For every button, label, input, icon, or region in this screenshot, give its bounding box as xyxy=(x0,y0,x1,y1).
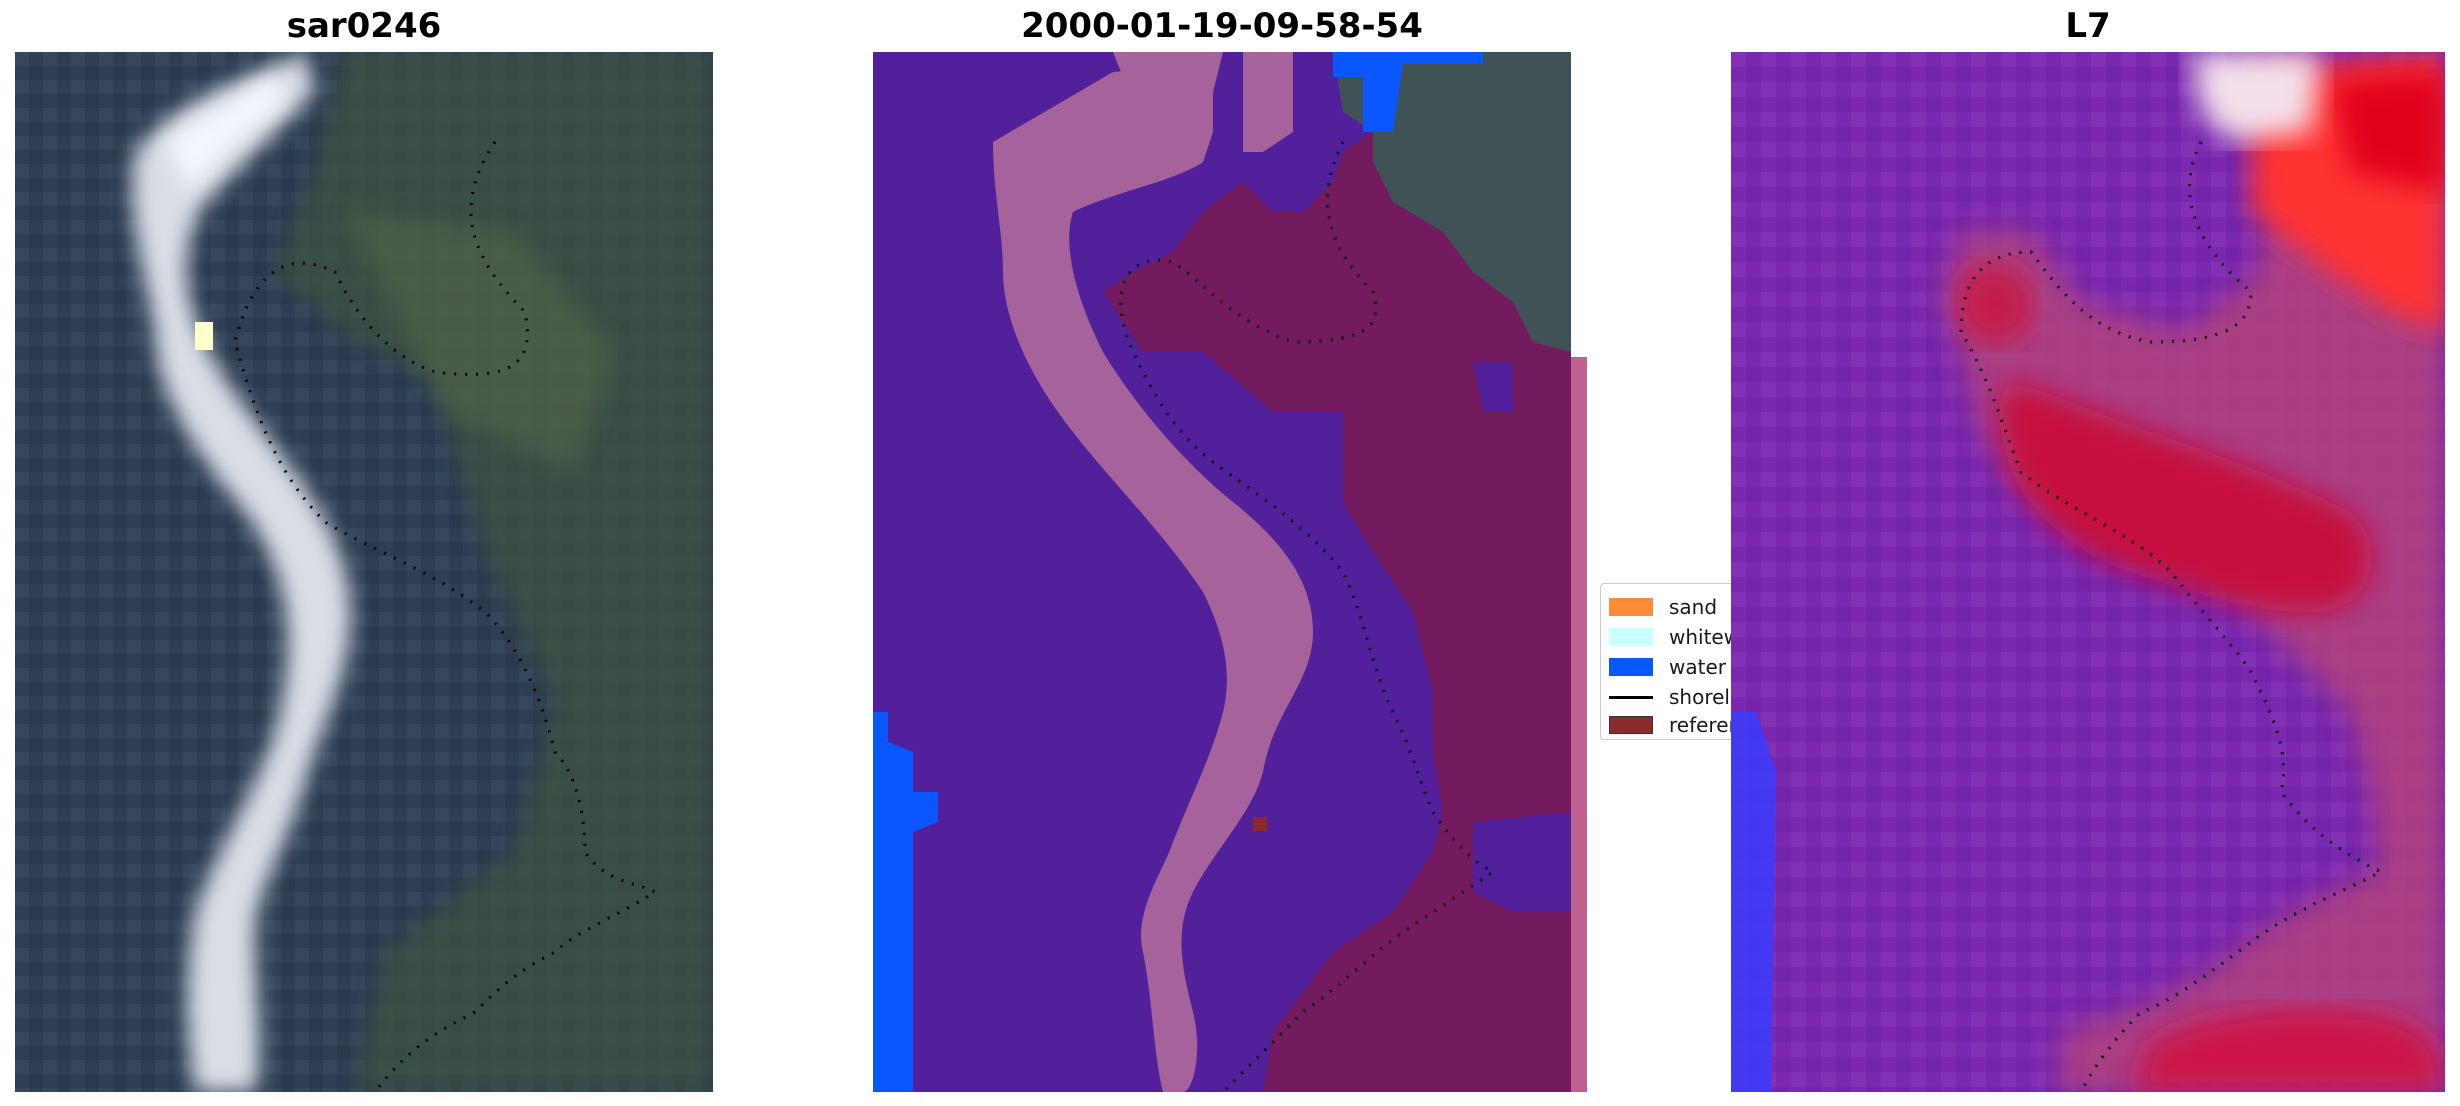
legend-label: referen xyxy=(1669,713,1742,737)
legend-swatch-sand xyxy=(1609,598,1653,616)
legend-label: sand xyxy=(1669,595,1718,619)
panel-title-l7: L7 xyxy=(2065,6,2111,46)
panel-title-classification: 2000-01-19-09-58-54 xyxy=(1021,6,1423,46)
rgb-satellite-image xyxy=(15,52,713,1092)
l7-index-panel xyxy=(1731,52,2445,1092)
legend-item-sand: sand xyxy=(1609,592,1717,622)
panel-title-rgb: sar0246 xyxy=(286,6,442,46)
rgb-image-panel xyxy=(15,52,713,1092)
shoreline-trace xyxy=(233,141,658,1092)
legend-label: water xyxy=(1669,655,1726,679)
classification-panel xyxy=(873,52,1587,1092)
legend-line-shoreline xyxy=(1609,695,1653,699)
shoreline-trace xyxy=(1959,141,2385,1092)
legend-item-whitewater: whitew xyxy=(1609,622,1740,652)
classification-map xyxy=(873,52,1587,1092)
l7-index-map xyxy=(1731,52,2445,1092)
legend-item-reference: referen xyxy=(1609,710,1741,740)
legend: sand whitew water shorel referen xyxy=(1600,583,1750,740)
legend-label: shorel xyxy=(1669,685,1730,709)
legend-swatch-whitewater xyxy=(1609,628,1653,646)
legend-item-shoreline: shorel xyxy=(1609,682,1730,712)
legend-swatch-water xyxy=(1609,658,1653,676)
legend-item-water: water xyxy=(1609,652,1726,682)
legend-label: whitew xyxy=(1669,625,1741,649)
legend-swatch-reference xyxy=(1609,716,1653,734)
